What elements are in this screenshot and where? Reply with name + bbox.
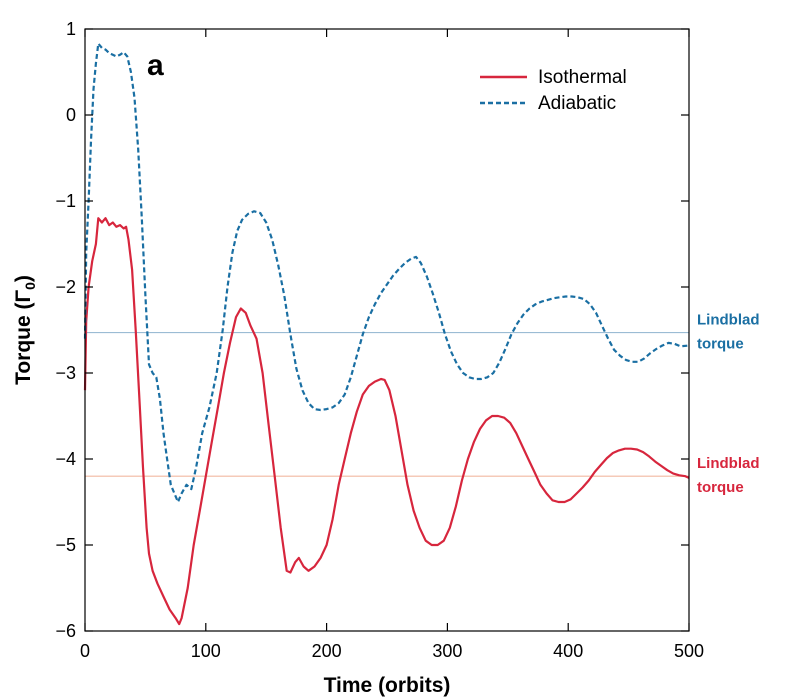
axis-ticks xyxy=(84,28,690,632)
y-axis-title-subscript: 0 xyxy=(22,282,38,290)
x-tick-label-300: 300 xyxy=(432,641,462,661)
axis-tick-labels: 0 100 200 300 400 500 −6 −5 −4 −3 −2 −1 0 1 xyxy=(55,19,704,661)
plot-frame xyxy=(84,28,690,632)
y-tick-label-5: −1 xyxy=(55,191,76,211)
x-tick-label-400: 400 xyxy=(553,641,583,661)
x-tick-label-500: 500 xyxy=(674,641,704,661)
y-tick-label-3: −3 xyxy=(55,363,76,383)
x-tick-label-200: 200 xyxy=(312,641,342,661)
legend-isothermal-label: Isothermal xyxy=(538,67,627,88)
series-line-adiabatic xyxy=(83,42,690,504)
reference-labels: Lindblad torque Lindblad torque xyxy=(697,312,760,497)
reference-lines xyxy=(85,331,689,477)
lindblad-label-1-0: Lindblad xyxy=(697,455,760,472)
y-axis-title-close: ) xyxy=(12,275,35,282)
x-tick-label-0: 0 xyxy=(80,641,90,661)
panel-label: a xyxy=(147,49,164,82)
series-line-isothermal xyxy=(83,217,690,626)
lindblad-label-0-1: torque xyxy=(697,336,744,353)
y-tick-label-2: −4 xyxy=(55,449,76,469)
y-tick-label-1: −5 xyxy=(55,535,76,555)
y-axis-title: Torque (Γ0) xyxy=(12,275,38,385)
lindblad-label-0-0: Lindblad xyxy=(697,312,760,329)
x-axis-title: Time (orbits) xyxy=(324,674,451,697)
y-axis-title-main: Torque (Γ xyxy=(12,289,35,384)
series-layer xyxy=(83,42,690,626)
y-tick-label-7: 1 xyxy=(66,19,76,39)
x-tick-label-100: 100 xyxy=(191,641,221,661)
y-tick-label-4: −2 xyxy=(55,277,76,297)
legend-adiabatic-label: Adiabatic xyxy=(538,93,616,114)
legend: Isothermal Adiabatic xyxy=(480,67,627,114)
y-tick-label-0: −6 xyxy=(55,621,76,641)
lindblad-label-1-1: torque xyxy=(697,479,744,496)
y-tick-label-6: 0 xyxy=(66,105,76,125)
